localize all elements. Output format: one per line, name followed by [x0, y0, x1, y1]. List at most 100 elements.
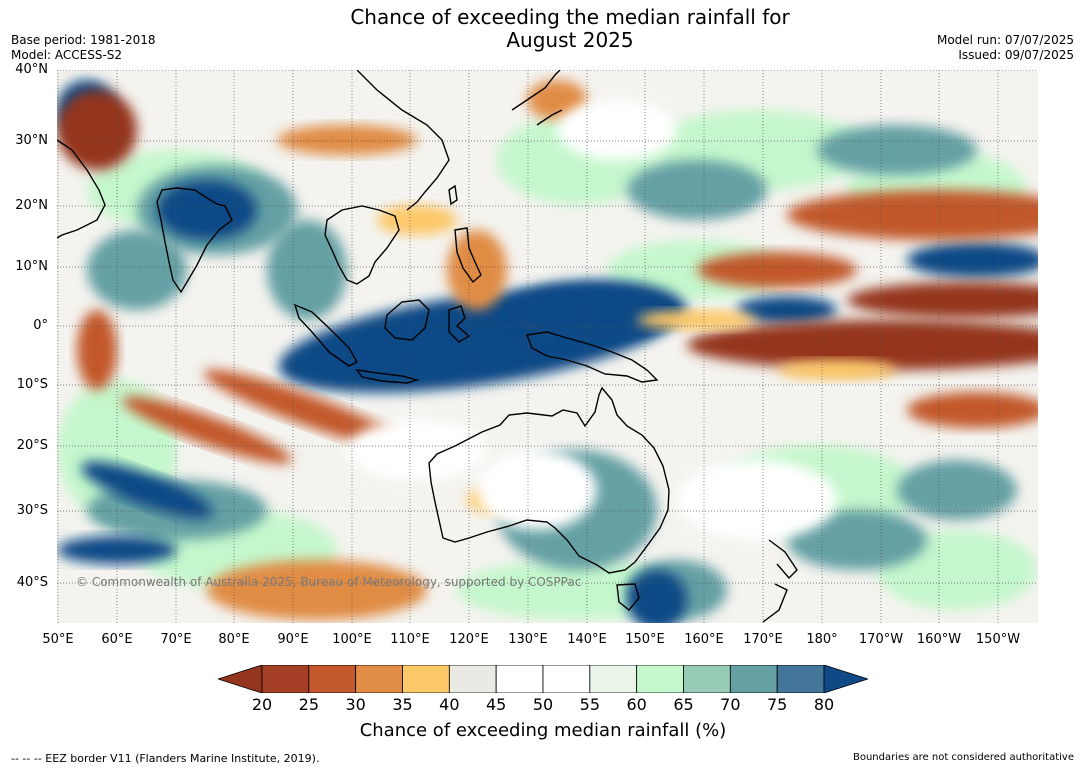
- teal-region: [87, 230, 187, 310]
- colorbar-tick-label: 30: [345, 695, 366, 714]
- colorbar-segment: [308, 665, 357, 693]
- teal-region: [267, 220, 347, 320]
- lat-label: 30°N: [15, 133, 48, 148]
- lon-label: 140°E: [567, 632, 607, 647]
- colorbar-tick-label: 70: [720, 695, 741, 714]
- colorbar-segment: [683, 665, 731, 693]
- neutral-indian: [347, 420, 487, 480]
- wet-west-pacific: [507, 280, 687, 340]
- lon-label: 150°W: [975, 632, 1021, 647]
- issued-text: Issued: 09/07/2025: [958, 48, 1074, 62]
- colorbar-tick-label: 60: [626, 695, 647, 714]
- lon-label: 80°E: [218, 632, 250, 647]
- lon-label: 150°E: [625, 632, 665, 647]
- rainfall-probability-map: [57, 70, 1038, 623]
- east-asia-outline: [356, 70, 450, 211]
- philippines-outline: [454, 227, 482, 284]
- dry-china: [277, 125, 417, 155]
- copyright-notice: © Commonwealth of Australia 2025, Bureau…: [76, 575, 582, 589]
- dry-north-pacific-2: [847, 282, 1038, 318]
- tasmania-outline: [616, 583, 640, 611]
- colorbar-segment: [542, 665, 591, 693]
- colorbar-tick-label: 20: [251, 695, 273, 714]
- model-info: Base period: 1981-2018 Model: ACCESS-S2: [11, 33, 156, 63]
- colorbar-above-arrow: [823, 665, 868, 693]
- lon-label: 120°E: [449, 632, 489, 647]
- colorbar-tick-label: 55: [579, 695, 601, 714]
- dry-southern-ocean: [207, 560, 427, 620]
- eez-legend-note: -- -- -- EEZ border V11 (Flanders Marine…: [11, 752, 320, 765]
- lon-label: 160°E: [684, 632, 724, 647]
- boundary-disclaimer: Boundaries are not considered authoritat…: [852, 752, 1074, 763]
- lat-label: 30°S: [16, 503, 48, 518]
- lon-label: 130°E: [508, 632, 548, 647]
- map-gridlines: [57, 70, 1038, 623]
- dry-yellow-2: [637, 310, 757, 330]
- lon-label: 90°E: [277, 632, 309, 647]
- dry-south-pacific: [907, 392, 1038, 428]
- colorbar-segment: [729, 665, 778, 693]
- colorbar-tick-label: 80: [813, 695, 835, 714]
- coastlines: [57, 70, 798, 623]
- probability-field: [57, 80, 1038, 623]
- colorbar-tick-label: 65: [673, 695, 694, 714]
- dry-somalia: [77, 310, 117, 390]
- model-text: Model: ACCESS-S2: [11, 48, 123, 62]
- colorbar-tick-label: 50: [532, 695, 554, 714]
- dry-south-indian-band-2: [122, 396, 292, 464]
- lat-label: 20°S: [16, 438, 48, 453]
- chart-title-line2: August 2025: [506, 28, 634, 52]
- lat-label: 0°: [33, 318, 48, 333]
- japan-outline: [511, 70, 563, 126]
- taiwan-outline: [448, 184, 458, 206]
- colorbar-tick-label: 45: [485, 695, 507, 714]
- colorbar-segment: [355, 665, 403, 693]
- colorbar-tick-label: 75: [766, 695, 788, 714]
- lat-label: 10°S: [16, 377, 48, 392]
- lon-label: 100°E: [332, 632, 372, 647]
- colorbar-segment: [776, 665, 825, 693]
- map-canvas: [57, 70, 1038, 623]
- colorbar-tick-label: 25: [298, 695, 320, 714]
- colorbar-segment: [448, 665, 497, 693]
- lat-label: 10°N: [15, 259, 48, 274]
- dry-yellow-1: [377, 205, 457, 235]
- wet-band-pacific: [737, 296, 837, 324]
- lon-label: 110°E: [390, 632, 430, 647]
- lon-label: 70°E: [160, 632, 192, 647]
- colorbar-segment: [495, 665, 544, 693]
- teal-region: [627, 160, 767, 220]
- dry-north-pacific-1: [787, 190, 1038, 240]
- dry-south-china-sea: [447, 230, 507, 310]
- neutral-north: [557, 100, 677, 160]
- colorbar-segment: [402, 665, 450, 693]
- lat-label: 40°N: [15, 62, 48, 77]
- chart-title-line1: Chance of exceeding the median rainfall …: [350, 5, 790, 29]
- colorbar-segment: [589, 665, 638, 693]
- lon-label: 180°: [806, 632, 838, 647]
- lon-label: 170°E: [743, 632, 783, 647]
- colorbar-tick-label: 40: [439, 695, 460, 714]
- colorbar-tick-label: 35: [392, 695, 413, 714]
- borneo-outline: [384, 299, 430, 341]
- wet-south-indian-1: [80, 461, 214, 519]
- lon-label: 60°E: [101, 632, 133, 647]
- teal-region: [817, 125, 977, 175]
- neutral-coral-sea: [677, 460, 837, 540]
- new-zealand-outline: [762, 539, 798, 623]
- colorbar: [218, 665, 868, 693]
- base-period-text: Base period: 1981-2018: [11, 33, 156, 47]
- indochina-outline: [324, 205, 400, 285]
- dry-south-indian-band: [203, 369, 411, 451]
- teal-region: [897, 460, 1017, 520]
- dry-equatorial-pacific: [687, 320, 1038, 370]
- model-run-text: Model run: 07/07/2025: [936, 33, 1074, 47]
- dry-arabia: [57, 90, 137, 170]
- neutral-australia: [477, 450, 597, 530]
- arabia-outline: [57, 139, 106, 239]
- run-info: Model run: 07/07/2025 Issued: 09/07/2025: [937, 33, 1074, 63]
- australia-outline: [428, 386, 670, 574]
- sulawesi-outline: [448, 305, 471, 343]
- lat-label: 20°N: [15, 198, 48, 213]
- colorbar-segment: [636, 665, 684, 693]
